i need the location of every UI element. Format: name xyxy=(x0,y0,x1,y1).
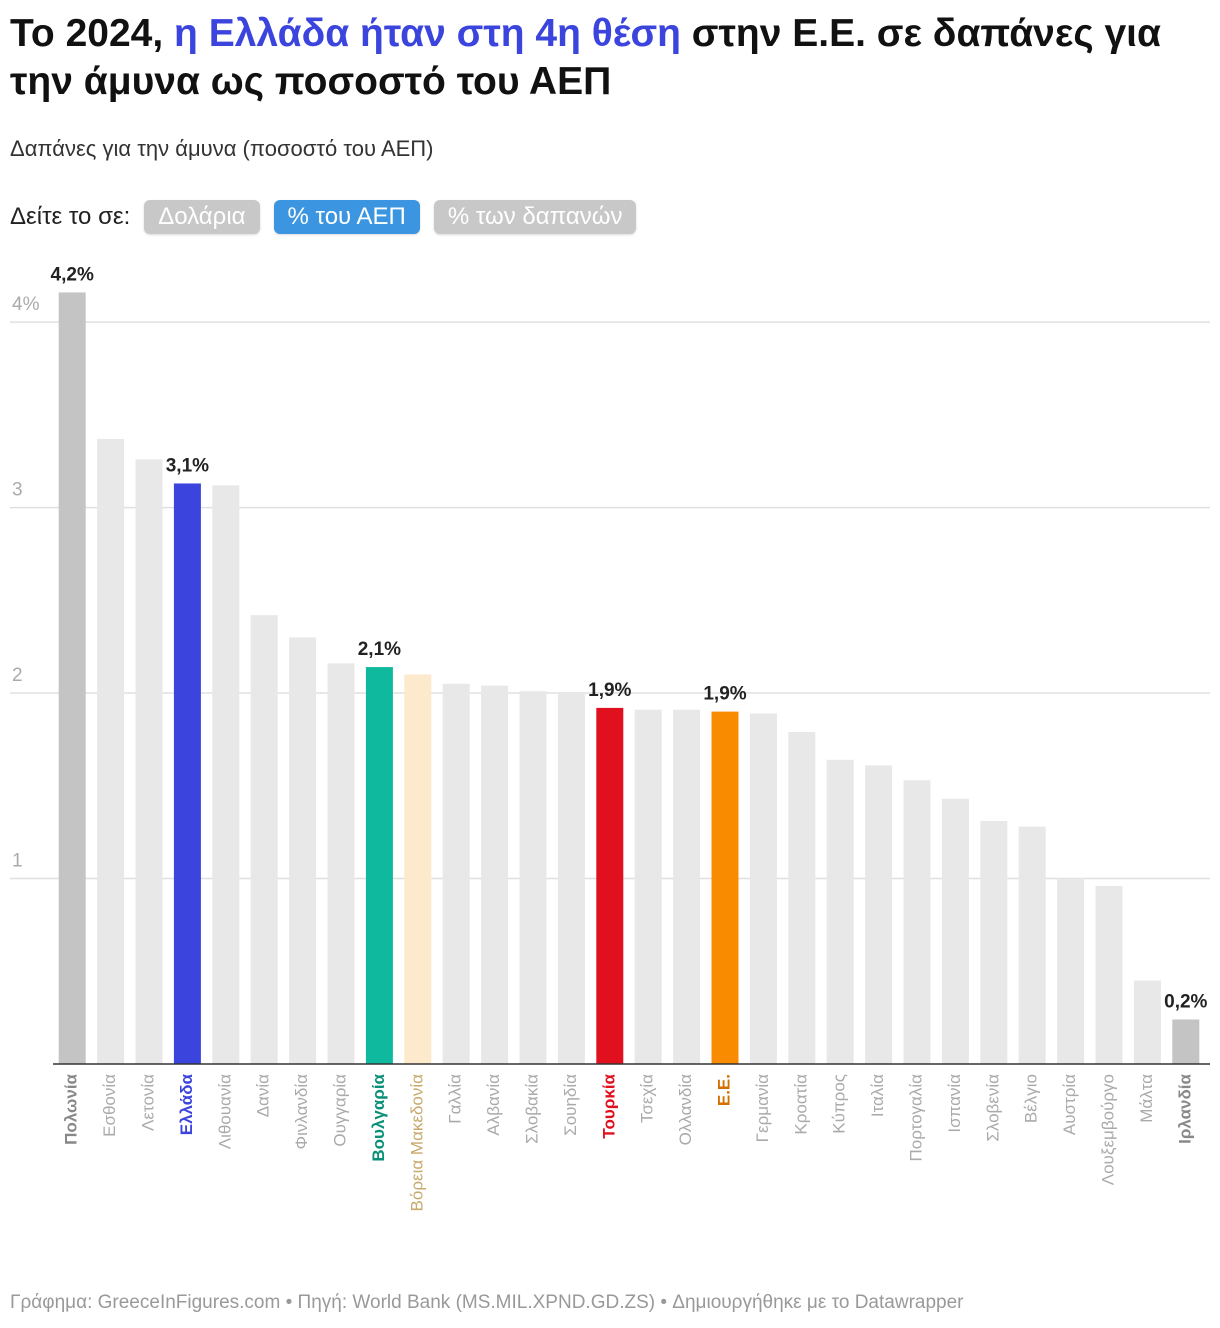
bar xyxy=(941,798,969,1064)
bar xyxy=(327,663,355,1064)
x-tick-label: Πορτογαλία xyxy=(906,1074,925,1162)
bar xyxy=(673,709,701,1064)
bar xyxy=(58,292,86,1064)
title-highlight: η Ελλάδα ήταν στη 4η θέση xyxy=(174,12,681,55)
bar xyxy=(1057,878,1085,1064)
bar xyxy=(596,707,624,1064)
value-label: 0,2% xyxy=(1164,991,1207,1012)
x-tick-label: Τουρκία xyxy=(599,1073,618,1138)
bar xyxy=(97,438,125,1064)
x-tick-label: Ελλάδα xyxy=(177,1073,196,1135)
value-label: 2,1% xyxy=(358,639,401,660)
bar xyxy=(250,615,278,1064)
x-tick-label: Κροατία xyxy=(791,1074,810,1135)
x-tick-label: Μάλτα xyxy=(1137,1074,1156,1123)
x-tick-label: Σουηδία xyxy=(561,1074,580,1136)
chart-title: Το 2024, η Ελλάδα ήταν στη 4η θέση στην … xyxy=(10,10,1200,106)
bar xyxy=(749,713,777,1064)
x-tick-label: Τσεχία xyxy=(638,1074,657,1123)
value-label: 1,9% xyxy=(588,680,631,701)
view-button[interactable]: % των δαπανών xyxy=(433,200,637,234)
x-tick-label: Γερμανία xyxy=(753,1074,772,1143)
x-tick-label: Κύπρος xyxy=(830,1074,849,1134)
x-tick-label: Ολλανδία xyxy=(676,1074,695,1146)
bar xyxy=(481,685,509,1064)
x-tick-label: Ουγγαρία xyxy=(330,1074,349,1147)
x-tick-label: Ιταλία xyxy=(868,1074,887,1117)
x-tick-label: Πολωνία xyxy=(62,1073,81,1144)
bar xyxy=(711,711,739,1064)
bar xyxy=(557,693,585,1064)
view-button[interactable]: Δολάρια xyxy=(144,200,260,234)
x-tick-label: Βέλγιο xyxy=(1022,1074,1041,1123)
x-tick-label: Αυστρία xyxy=(1060,1074,1079,1135)
bar xyxy=(1133,980,1161,1064)
x-tick-label: Γαλλία xyxy=(446,1074,465,1124)
bar xyxy=(634,709,662,1064)
bar xyxy=(788,731,816,1064)
value-label: 3,1% xyxy=(166,455,209,476)
x-tick-label: Βόρεια Μακεδονία xyxy=(407,1074,426,1212)
footer: Γράφημα: GreeceInFigures.com • Πηγή: Wor… xyxy=(10,1292,964,1313)
y-tick-label: 4% xyxy=(12,294,40,315)
x-tick-label: Ε.Ε. xyxy=(714,1074,733,1106)
bar xyxy=(1018,826,1046,1064)
chart-subtitle: Δαπάνες για την άμυνα (ποσοστό του ΑΕΠ) xyxy=(10,136,434,161)
view-prompt: Δείτε το σε: xyxy=(10,203,131,230)
title-part: στην Ε.Ε. σε δαπάνες για την άμυνα ως πο… xyxy=(10,12,1161,103)
value-label: 4,2% xyxy=(51,264,94,285)
view-button[interactable]: % του ΑΕΠ xyxy=(273,200,420,234)
bar xyxy=(865,765,893,1064)
bar xyxy=(980,821,1008,1064)
bar xyxy=(404,674,432,1064)
bar xyxy=(442,683,470,1064)
bar xyxy=(135,459,163,1064)
bar xyxy=(1172,1019,1200,1064)
title-part: Το 2024, xyxy=(10,12,175,55)
y-tick-label: 1 xyxy=(12,851,23,872)
x-tick-label: Σλοβακία xyxy=(522,1074,541,1144)
x-tick-label: Αλβανία xyxy=(484,1074,503,1136)
bar xyxy=(212,485,240,1064)
x-tick-label: Ισπανία xyxy=(945,1074,964,1133)
value-label: 1,9% xyxy=(703,684,746,705)
bar xyxy=(903,780,931,1064)
x-tick-label: Λετονία xyxy=(138,1074,157,1131)
x-tick-label: Βουλγαρία xyxy=(369,1073,388,1161)
chart: 4% 3 2 1 4,2% Πολωνία Εσθονία Λετονία 3,1% Ελλάδα… xyxy=(10,264,1210,1212)
x-tick-label: Φινλανδία xyxy=(292,1074,311,1150)
bar xyxy=(826,759,854,1064)
bar xyxy=(365,667,393,1064)
x-tick-label: Ιρλανδία xyxy=(1175,1073,1194,1143)
x-tick-label: Λουξεμβούργο xyxy=(1098,1074,1117,1185)
x-tick-label: Σλοβενία xyxy=(983,1074,1002,1142)
x-tick-label: Εσθονία xyxy=(100,1074,119,1137)
bar xyxy=(289,637,317,1064)
bar xyxy=(1095,885,1123,1064)
view-switcher: Δείτε το σε: Δολάρια % του ΑΕΠ % των δαπανώ… xyxy=(10,200,637,234)
x-tick-label: Δανία xyxy=(254,1074,273,1117)
y-tick-label: 3 xyxy=(12,480,23,501)
y-tick-label: 2 xyxy=(12,665,23,686)
bar xyxy=(519,691,547,1064)
x-tick-label: Λιθουανία xyxy=(215,1074,234,1149)
bar xyxy=(173,483,201,1064)
